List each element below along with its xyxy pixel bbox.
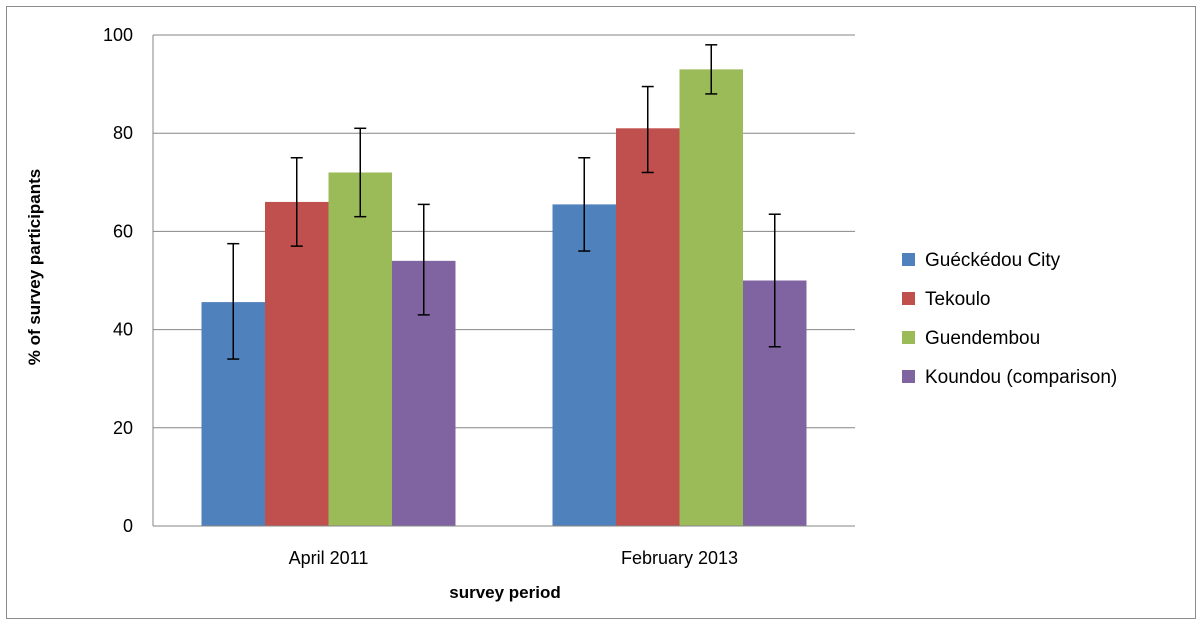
legend: Guéckédou City Tekoulo Guendembou Koundou (… [902,250,1117,388]
legend-swatch [902,370,915,383]
y-tick-label: 100 [103,25,133,45]
legend-label: Guendembou [925,328,1040,349]
bar [616,128,680,527]
bar [679,69,743,527]
legend-label: Koundou (comparison) [925,367,1117,388]
y-axis-title: % of survey participants [25,169,44,366]
legend-label: Guéckédou City [925,250,1061,271]
x-tick-label: February 2013 [621,548,738,568]
y-tick-label: 20 [113,418,133,438]
bars [201,69,807,527]
bar [265,201,329,526]
bar [552,204,616,526]
x-axis-title: survey period [449,583,561,602]
y-tick-label: 80 [113,123,133,143]
legend-label: Tekoulo [925,289,991,310]
legend-swatch [902,292,915,305]
x-tick-labels: April 2011 February 2013 [289,548,738,568]
y-tick-label: 0 [123,516,133,536]
axes [152,35,855,527]
y-tick-label: 60 [113,221,133,241]
y-tick-label: 40 [113,320,133,340]
y-tick-labels: 0 20 40 60 80 100 [103,25,133,536]
legend-swatch [902,253,915,266]
legend-swatch [902,331,915,344]
error-bars [227,44,781,360]
bar [328,172,392,527]
x-tick-label: April 2011 [289,548,369,568]
